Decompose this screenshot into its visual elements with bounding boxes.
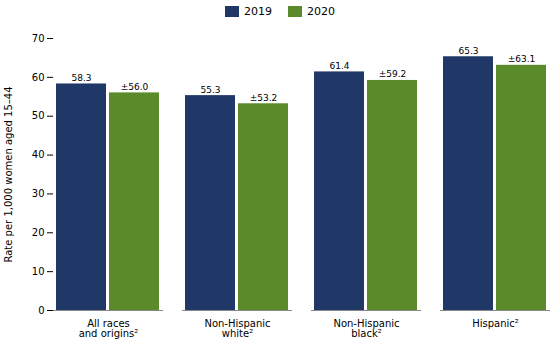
svg-text:±59.2: ±59.2: [379, 69, 407, 79]
svg-text:60: 60: [32, 72, 45, 83]
svg-text:55.3: 55.3: [200, 85, 220, 95]
svg-text:50: 50: [32, 110, 45, 121]
svg-text:58.3: 58.3: [71, 73, 91, 83]
svg-text:30: 30: [32, 188, 45, 199]
svg-text:65.3: 65.3: [458, 46, 478, 56]
svg-text:70: 70: [32, 33, 45, 44]
html-text:2020: 2020: [307, 4, 335, 18]
svg-text:10: 10: [32, 266, 45, 277]
svg-text:Non-Hispanicblack²: Non-Hispanicblack²: [333, 318, 399, 339]
svg-text:±63.1: ±63.1: [508, 54, 536, 64]
html-text:2019: 2019: [244, 4, 272, 18]
svg-text:Non-Hispanicwhite²: Non-Hispanicwhite²: [204, 318, 270, 339]
svg-text:±56.0: ±56.0: [121, 82, 149, 92]
svg-text:Hispanic²: Hispanic²: [472, 318, 519, 329]
svg-text:All racesand origins²: All racesand origins²: [79, 318, 139, 339]
svg-text:Rate per 1,000 women aged 15–4: Rate per 1,000 women aged 15–44: [3, 86, 14, 262]
svg-text:0: 0: [38, 305, 44, 316]
svg-text:20: 20: [32, 227, 45, 238]
svg-text:±53.2: ±53.2: [250, 93, 278, 103]
svg-text:61.4: 61.4: [329, 61, 349, 71]
svg-text:40: 40: [32, 149, 45, 160]
